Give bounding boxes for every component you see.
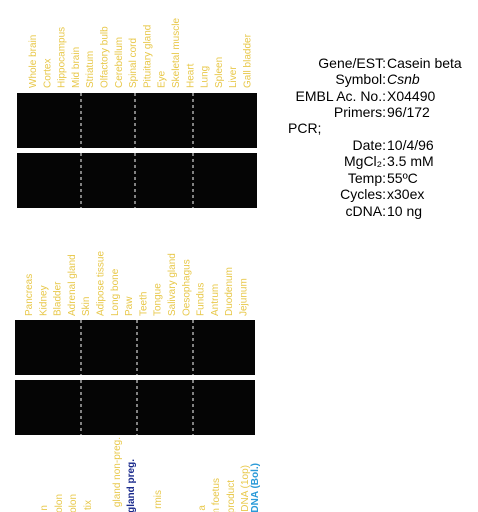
lane-label: Jejunum	[239, 278, 250, 316]
lane-label: m foetus	[211, 478, 222, 512]
lane-label: Fundus	[196, 283, 207, 316]
info-value: 96/172	[387, 104, 430, 120]
lane-label: Salivary gland	[167, 253, 178, 316]
lane-label: olon	[54, 494, 65, 512]
lane-label: Oesophagus	[181, 259, 192, 316]
lane-label: Tongue	[153, 283, 164, 316]
lane-label: Cerebellum	[114, 37, 125, 88]
lane-label: gland preg.	[126, 459, 137, 512]
gel-panel	[15, 320, 255, 375]
lane-label: Hippocampus	[57, 27, 68, 88]
info-label: EMBL Ac. No.:	[295, 88, 386, 104]
info-label: Date:	[353, 137, 386, 153]
info-value: x30ex	[387, 186, 424, 202]
lane-label: product	[226, 480, 237, 512]
lane-label: DNA (Bol.)	[250, 463, 261, 512]
info-label: Cycles:	[340, 186, 386, 202]
lane-label: Cortex	[42, 59, 53, 88]
lane-label: Whole brain	[28, 35, 39, 88]
lane-label: Skin	[81, 297, 92, 316]
info-value: 10 ng	[387, 203, 422, 219]
lane-label: Adrenal gland	[67, 254, 78, 316]
lane-label: Skeletal muscle	[171, 18, 182, 88]
info-value: X04490	[387, 88, 435, 104]
lane-label: Olfactory bulb	[100, 26, 111, 88]
info-value: Casein beta	[387, 55, 462, 71]
lane-label: Striatum	[85, 51, 96, 88]
info-label: Primers:	[334, 104, 386, 120]
lane-label: Spinal cord	[128, 38, 139, 88]
info-label: Temp:	[348, 170, 386, 186]
gel-panel	[15, 380, 255, 435]
lane-label: Liver	[228, 66, 239, 88]
lane-label: Gall bladder	[243, 33, 254, 88]
lane-label: Antrum	[210, 284, 221, 316]
info-value: 3.5 mM	[387, 153, 434, 169]
lane-label: Long bone	[110, 268, 121, 316]
info-label: Symbol:	[335, 71, 386, 87]
lane-label: n	[39, 505, 50, 511]
lane-label: Bladder	[53, 281, 64, 316]
info-label: Gene/EST:	[318, 55, 386, 71]
gel-panels	[15, 93, 257, 435]
lane-label: Duodenum	[224, 267, 235, 316]
lane-label: tix	[83, 500, 94, 510]
lane-label: rmis	[153, 490, 164, 509]
lane-label: Adipose tissue	[96, 251, 107, 316]
lane-label: Spleen	[214, 57, 225, 88]
lane-label: Mid brain	[71, 47, 82, 88]
info-label: PCR;	[288, 120, 321, 136]
lane-label: Heart	[185, 63, 196, 88]
info-value: Csnb	[387, 71, 420, 87]
gel-panel	[17, 93, 257, 148]
lane-label: Pancreas	[24, 274, 35, 316]
lane-label: Pituitary gland	[142, 25, 153, 88]
gel-panel	[17, 153, 257, 208]
info-value: 10/4/96	[387, 137, 434, 153]
lane-label: Kidney	[38, 285, 49, 316]
lane-label: olon	[68, 494, 79, 512]
lane-label: Teeth	[138, 292, 149, 316]
lane-label: Lung	[200, 66, 211, 88]
lane-label: a	[197, 505, 208, 511]
lane-label: Paw	[124, 296, 135, 316]
info-label: MgCl₂:	[344, 153, 386, 169]
info-value: 55ºC	[387, 170, 418, 186]
lane-label: gland non-preg.	[112, 437, 123, 507]
lane-label: DNA (1op)	[240, 465, 251, 512]
info-label: cDNA:	[346, 203, 386, 219]
lane-labels: Whole brain Cortex Hippocampus Mid brain Str…	[24, 18, 261, 512]
lane-label: Eye	[157, 70, 168, 88]
